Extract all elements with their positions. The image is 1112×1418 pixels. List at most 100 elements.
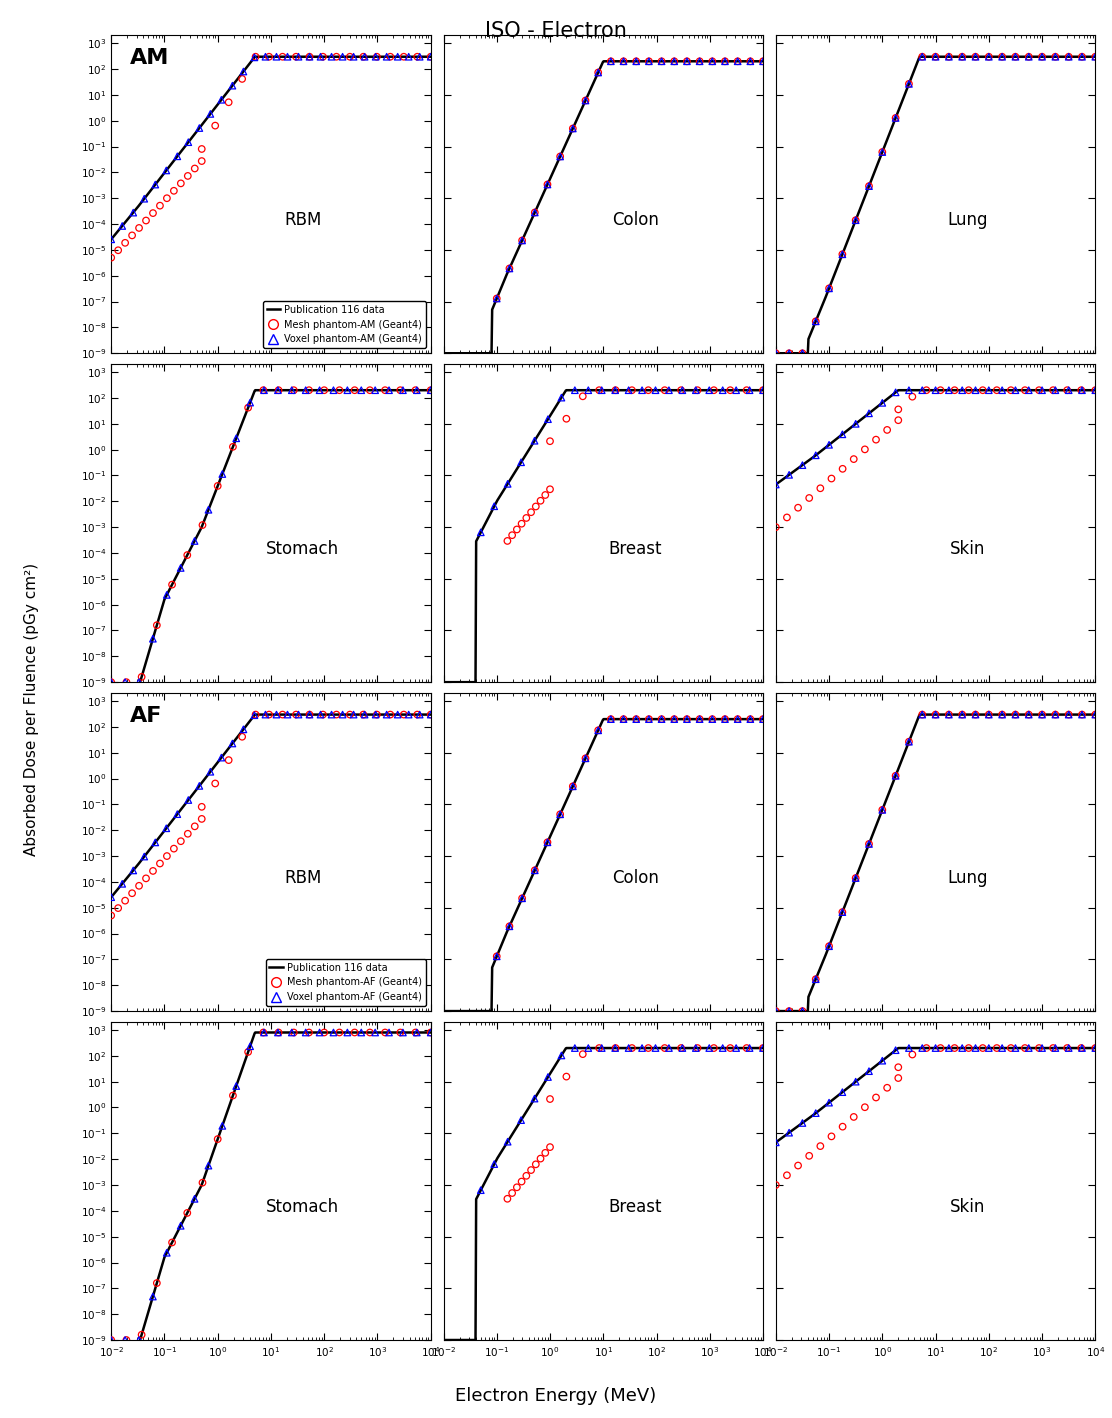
Point bbox=[579, 379, 597, 401]
Point bbox=[325, 1021, 342, 1044]
Point bbox=[389, 703, 407, 726]
Point bbox=[224, 74, 241, 96]
Point bbox=[209, 1127, 227, 1150]
Point bbox=[615, 50, 633, 72]
Point bbox=[807, 968, 825, 991]
Point bbox=[926, 703, 944, 726]
Point bbox=[1086, 1037, 1104, 1059]
Point bbox=[192, 150, 210, 173]
Point bbox=[953, 45, 971, 68]
Point bbox=[109, 896, 127, 919]
Point bbox=[607, 1037, 625, 1059]
Point bbox=[767, 342, 785, 364]
Point bbox=[539, 1066, 557, 1089]
Point bbox=[1046, 45, 1064, 68]
Point bbox=[913, 703, 931, 726]
Point bbox=[314, 45, 331, 68]
Point bbox=[1016, 379, 1034, 401]
Point bbox=[1033, 45, 1051, 68]
Point bbox=[940, 703, 957, 726]
Point bbox=[325, 379, 342, 401]
Point bbox=[564, 776, 582, 798]
Point bbox=[212, 88, 230, 111]
Point bbox=[300, 45, 318, 68]
Point bbox=[557, 407, 575, 430]
Text: RBM: RBM bbox=[285, 869, 321, 886]
Point bbox=[285, 379, 302, 401]
Point bbox=[846, 413, 864, 435]
Point bbox=[1006, 45, 1024, 68]
Point bbox=[1033, 703, 1051, 726]
Point bbox=[136, 845, 153, 868]
Point bbox=[270, 1021, 288, 1044]
Point bbox=[1020, 703, 1037, 726]
Point bbox=[378, 703, 396, 726]
Point bbox=[577, 89, 595, 112]
Point bbox=[508, 518, 526, 540]
Point bbox=[742, 50, 759, 72]
Point bbox=[300, 379, 318, 401]
Point bbox=[1020, 703, 1037, 726]
Point bbox=[993, 1037, 1011, 1059]
Point bbox=[485, 1153, 503, 1176]
Point bbox=[1020, 1037, 1037, 1059]
Point bbox=[212, 746, 230, 769]
Point bbox=[754, 1037, 772, 1059]
Point bbox=[1060, 45, 1078, 68]
Point bbox=[361, 1021, 379, 1044]
Point bbox=[1073, 703, 1091, 726]
Point bbox=[701, 379, 718, 401]
Point bbox=[1059, 379, 1076, 401]
Point bbox=[227, 1075, 245, 1098]
Point bbox=[794, 454, 812, 476]
Point bbox=[1006, 45, 1024, 68]
Point bbox=[602, 50, 619, 72]
Point bbox=[674, 379, 692, 401]
Point bbox=[471, 1178, 489, 1201]
Point bbox=[504, 1181, 522, 1204]
Point bbox=[151, 852, 169, 875]
Point bbox=[499, 472, 517, 495]
Point bbox=[823, 1124, 841, 1147]
Point bbox=[163, 573, 181, 596]
Point bbox=[172, 830, 190, 852]
Point bbox=[900, 730, 917, 753]
Point bbox=[960, 379, 977, 401]
Point bbox=[577, 747, 595, 770]
Point bbox=[716, 50, 734, 72]
Point bbox=[890, 408, 907, 431]
Point bbox=[220, 749, 238, 771]
Point bbox=[940, 703, 957, 726]
Point bbox=[945, 1037, 963, 1059]
Point bbox=[209, 475, 227, 498]
Point bbox=[966, 45, 984, 68]
Point bbox=[300, 703, 318, 726]
Point bbox=[886, 1039, 904, 1062]
Point bbox=[678, 708, 696, 730]
Point bbox=[526, 201, 544, 224]
Point bbox=[966, 703, 984, 726]
Point bbox=[1020, 379, 1037, 401]
Point bbox=[355, 703, 373, 726]
Point bbox=[705, 379, 723, 401]
Point bbox=[602, 50, 619, 72]
Point bbox=[672, 1037, 689, 1059]
Point bbox=[421, 45, 439, 68]
Point bbox=[287, 703, 305, 726]
Point bbox=[201, 102, 219, 125]
Point bbox=[527, 1153, 545, 1176]
Point bbox=[1060, 1037, 1078, 1059]
Point bbox=[886, 106, 904, 129]
Point bbox=[579, 1037, 597, 1059]
Point bbox=[767, 1000, 785, 1022]
Point bbox=[346, 379, 364, 401]
Point bbox=[102, 671, 120, 693]
Point bbox=[701, 1037, 718, 1059]
Point bbox=[239, 1041, 257, 1064]
Point bbox=[966, 45, 984, 68]
Text: RBM: RBM bbox=[285, 211, 321, 228]
Point bbox=[834, 242, 852, 265]
Point bbox=[552, 803, 569, 825]
Point bbox=[639, 379, 657, 401]
Point bbox=[1059, 1037, 1076, 1059]
